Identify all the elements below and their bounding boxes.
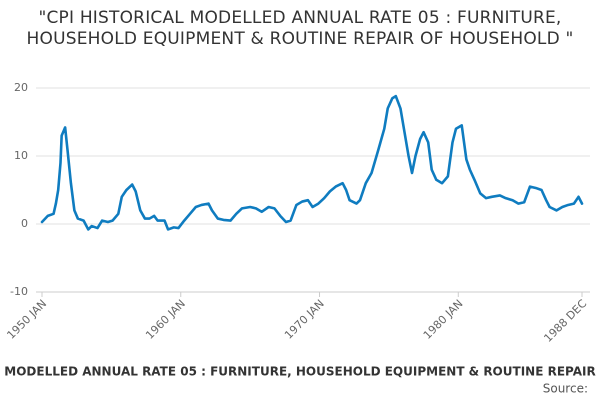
data-line [40, 94, 584, 231]
y-tick-label: 20 [14, 81, 28, 94]
y-tick-label: 0 [21, 217, 28, 230]
y-tick-label: 10 [14, 149, 28, 162]
x-tick-label: 1980 JAN [421, 297, 466, 342]
y-tick-label: -10 [10, 285, 28, 298]
x-tick-label: 1960 JAN [143, 297, 188, 342]
source: Source: [543, 382, 588, 396]
x-tick-label: 1970 JAN [282, 297, 327, 342]
x-tick-label: 1950 JAN [4, 297, 49, 342]
legend-label: CPI HISTORICAL MODELLED ANNUAL RATE 05 :… [0, 365, 600, 379]
chart-title: "CPI HISTORICAL MODELLED ANNUAL RATE 05 … [26, 8, 574, 49]
x-tick-label: 1988 DEC [541, 297, 589, 345]
